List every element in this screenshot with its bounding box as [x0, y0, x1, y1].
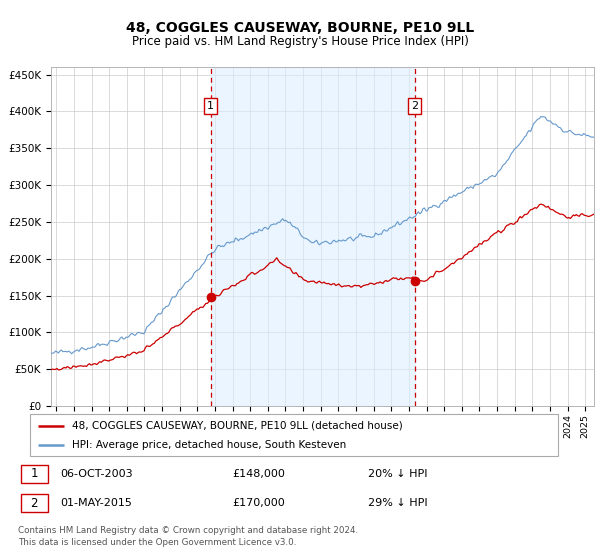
Text: £148,000: £148,000	[232, 469, 285, 479]
Text: 48, COGGLES CAUSEWAY, BOURNE, PE10 9LL: 48, COGGLES CAUSEWAY, BOURNE, PE10 9LL	[126, 21, 474, 35]
Text: 1: 1	[31, 468, 38, 480]
Text: 48, COGGLES CAUSEWAY, BOURNE, PE10 9LL (detached house): 48, COGGLES CAUSEWAY, BOURNE, PE10 9LL (…	[72, 421, 403, 431]
Text: 2: 2	[31, 497, 38, 510]
Text: Contains HM Land Registry data © Crown copyright and database right 2024.: Contains HM Land Registry data © Crown c…	[18, 526, 358, 535]
Text: 06-OCT-2003: 06-OCT-2003	[60, 469, 133, 479]
Text: Price paid vs. HM Land Registry's House Price Index (HPI): Price paid vs. HM Land Registry's House …	[131, 35, 469, 48]
FancyBboxPatch shape	[30, 414, 558, 456]
Text: 29% ↓ HPI: 29% ↓ HPI	[368, 498, 427, 508]
Text: 1: 1	[207, 101, 214, 111]
Text: This data is licensed under the Open Government Licence v3.0.: This data is licensed under the Open Gov…	[18, 538, 296, 547]
Text: HPI: Average price, detached house, South Kesteven: HPI: Average price, detached house, Sout…	[72, 440, 346, 450]
Text: 01-MAY-2015: 01-MAY-2015	[60, 498, 132, 508]
Bar	[211, 67, 415, 406]
Text: 2: 2	[411, 101, 418, 111]
FancyBboxPatch shape	[21, 465, 48, 483]
Text: £170,000: £170,000	[232, 498, 285, 508]
Text: 20% ↓ HPI: 20% ↓ HPI	[368, 469, 427, 479]
FancyBboxPatch shape	[21, 494, 48, 512]
